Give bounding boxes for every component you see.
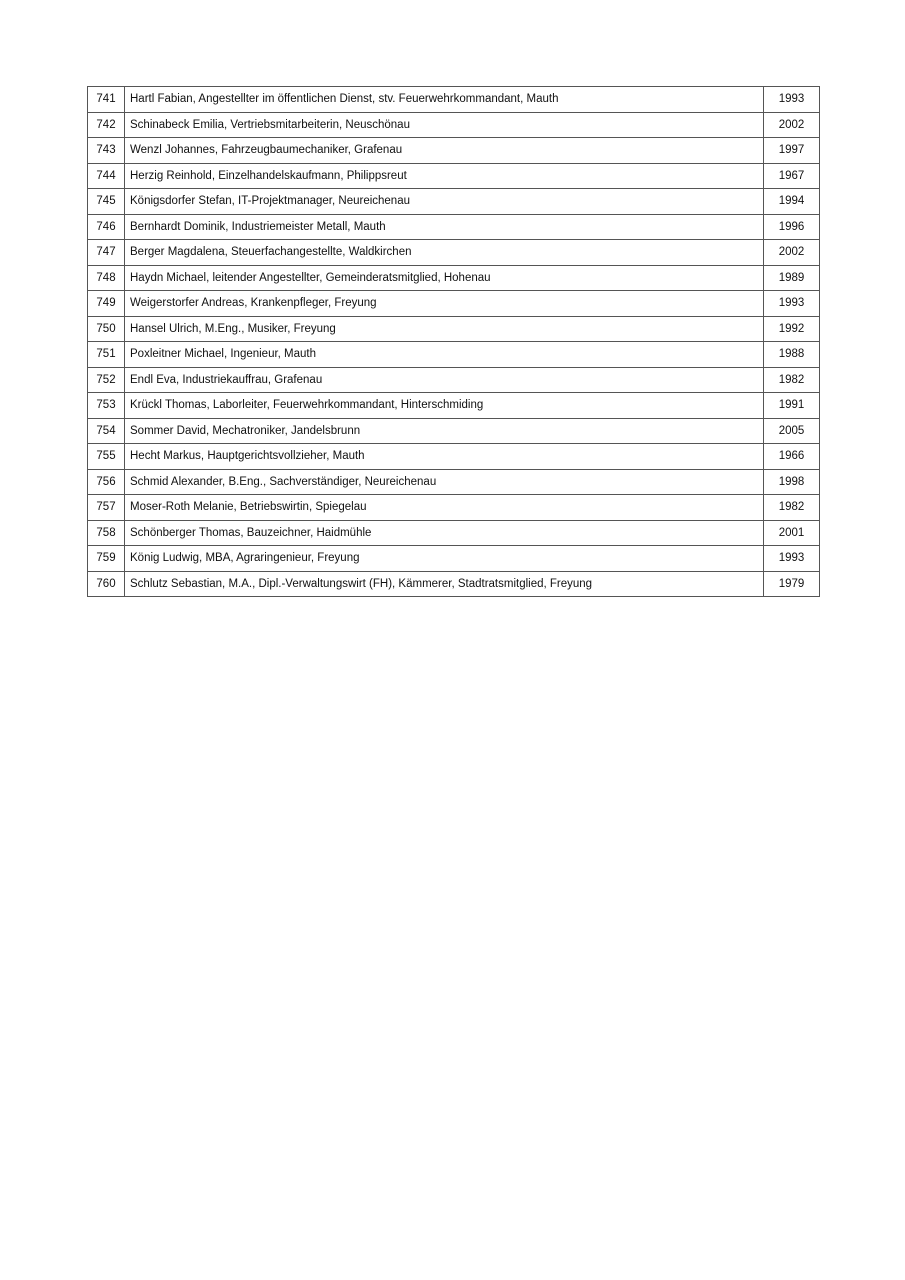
table-row: 744 Herzig Reinhold, Einzelhandelskaufman…: [87, 162, 820, 189]
birth-year: 1982: [763, 494, 820, 521]
row-number: 757: [87, 494, 125, 521]
birth-year: 1979: [763, 570, 820, 597]
birth-year: 1997: [763, 137, 820, 164]
candidate-description: König Ludwig, MBA, Agraringenieur, Freyu…: [124, 545, 764, 572]
birth-year: 1992: [763, 315, 820, 342]
candidate-description: Schmid Alexander, B.Eng., Sachverständig…: [124, 468, 764, 495]
row-number: 744: [87, 162, 125, 189]
birth-year: 1993: [763, 290, 820, 317]
birth-year: 1991: [763, 392, 820, 419]
row-number: 747: [87, 239, 125, 266]
candidate-description: Sommer David, Mechatroniker, Jandelsbrun…: [124, 417, 764, 444]
candidate-description: Hansel Ulrich, M.Eng., Musiker, Freyung: [124, 315, 764, 342]
row-number: 753: [87, 392, 125, 419]
table-row: 747 Berger Magdalena, Steuerfachangestell…: [87, 239, 820, 266]
row-number: 743: [87, 137, 125, 164]
table-row: 756 Schmid Alexander, B.Eng., Sachverstän…: [87, 468, 820, 495]
candidate-description: Herzig Reinhold, Einzelhandelskaufmann, …: [124, 162, 764, 189]
table-row: 755 Hecht Markus, Hauptgerichtsvollzieher…: [87, 443, 820, 470]
table-row: 754 Sommer David, Mechatroniker, Jandelsb…: [87, 417, 820, 444]
table-row: 743 Wenzl Johannes, Fahrzeugbaumechaniker…: [87, 137, 820, 164]
birth-year: 1982: [763, 366, 820, 393]
birth-year: 1996: [763, 213, 820, 240]
row-number: 750: [87, 315, 125, 342]
candidate-description: Weigerstorfer Andreas, Krankenpfleger, F…: [124, 290, 764, 317]
birth-year: 1988: [763, 341, 820, 368]
candidate-description: Königsdorfer Stefan, IT-Projektmanager, …: [124, 188, 764, 215]
table-row: 746 Bernhardt Dominik, Industriemeister M…: [87, 213, 820, 240]
birth-year: 2002: [763, 111, 820, 138]
table-row: 753 Krückl Thomas, Laborleiter, Feuerwehr…: [87, 392, 820, 419]
row-number: 742: [87, 111, 125, 138]
birth-year: 1998: [763, 468, 820, 495]
candidate-description: Poxleitner Michael, Ingenieur, Mauth: [124, 341, 764, 368]
birth-year: 1989: [763, 264, 820, 291]
table-row: 742 Schinabeck Emilia, Vertriebsmitarbeit…: [87, 111, 820, 138]
birth-year: 2005: [763, 417, 820, 444]
row-number: 751: [87, 341, 125, 368]
table-row: 741 Hartl Fabian, Angestellter im öffentl…: [87, 86, 820, 113]
candidate-table-body: 741 Hartl Fabian, Angestellter im öffentl…: [87, 86, 820, 597]
candidate-description: Bernhardt Dominik, Industriemeister Meta…: [124, 213, 764, 240]
table-row: 750 Hansel Ulrich, M.Eng., Musiker, Freyu…: [87, 315, 820, 342]
table-row: 760 Schlutz Sebastian, M.A., Dipl.-Verwal…: [87, 570, 820, 597]
table-row: 752 Endl Eva, Industriekauffrau, Grafenau…: [87, 366, 820, 393]
row-number: 749: [87, 290, 125, 317]
table-row: 758 Schönberger Thomas, Bauzeichner, Haid…: [87, 519, 820, 546]
row-number: 748: [87, 264, 125, 291]
birth-year: 1993: [763, 86, 820, 113]
candidate-description: Haydn Michael, leitender Angestellter, G…: [124, 264, 764, 291]
birth-year: 2001: [763, 519, 820, 546]
birth-year: 1967: [763, 162, 820, 189]
candidate-table: 741 Hartl Fabian, Angestellter im öffentl…: [87, 86, 820, 597]
table-row: 745 Königsdorfer Stefan, IT-Projektmanage…: [87, 188, 820, 215]
row-number: 758: [87, 519, 125, 546]
row-number: 745: [87, 188, 125, 215]
row-number: 755: [87, 443, 125, 470]
row-number: 754: [87, 417, 125, 444]
birth-year: 1966: [763, 443, 820, 470]
row-number: 756: [87, 468, 125, 495]
birth-year: 2002: [763, 239, 820, 266]
candidate-description: Berger Magdalena, Steuerfachangestellte,…: [124, 239, 764, 266]
birth-year: 1993: [763, 545, 820, 572]
row-number: 741: [87, 86, 125, 113]
table-row: 759 König Ludwig, MBA, Agraringenieur, Fr…: [87, 545, 820, 572]
birth-year: 1994: [763, 188, 820, 215]
candidate-description: Moser-Roth Melanie, Betriebswirtin, Spie…: [124, 494, 764, 521]
table-row: 757 Moser-Roth Melanie, Betriebswirtin, S…: [87, 494, 820, 521]
candidate-description: Endl Eva, Industriekauffrau, Grafenau: [124, 366, 764, 393]
candidate-description: Hartl Fabian, Angestellter im öffentlich…: [124, 86, 764, 113]
row-number: 752: [87, 366, 125, 393]
table-row: 751 Poxleitner Michael, Ingenieur, Mauth 1…: [87, 341, 820, 368]
candidate-description: Schlutz Sebastian, M.A., Dipl.-Verwaltun…: [124, 570, 764, 597]
table-row: 748 Haydn Michael, leitender Angestellter…: [87, 264, 820, 291]
row-number: 760: [87, 570, 125, 597]
candidate-description: Krückl Thomas, Laborleiter, Feuerwehrkom…: [124, 392, 764, 419]
table-row: 749 Weigerstorfer Andreas, Krankenpfleger…: [87, 290, 820, 317]
candidate-description: Schönberger Thomas, Bauzeichner, Haidmüh…: [124, 519, 764, 546]
row-number: 759: [87, 545, 125, 572]
candidate-description: Schinabeck Emilia, Vertriebsmitarbeiteri…: [124, 111, 764, 138]
candidate-description: Wenzl Johannes, Fahrzeugbaumechaniker, G…: [124, 137, 764, 164]
row-number: 746: [87, 213, 125, 240]
candidate-description: Hecht Markus, Hauptgerichtsvollzieher, M…: [124, 443, 764, 470]
